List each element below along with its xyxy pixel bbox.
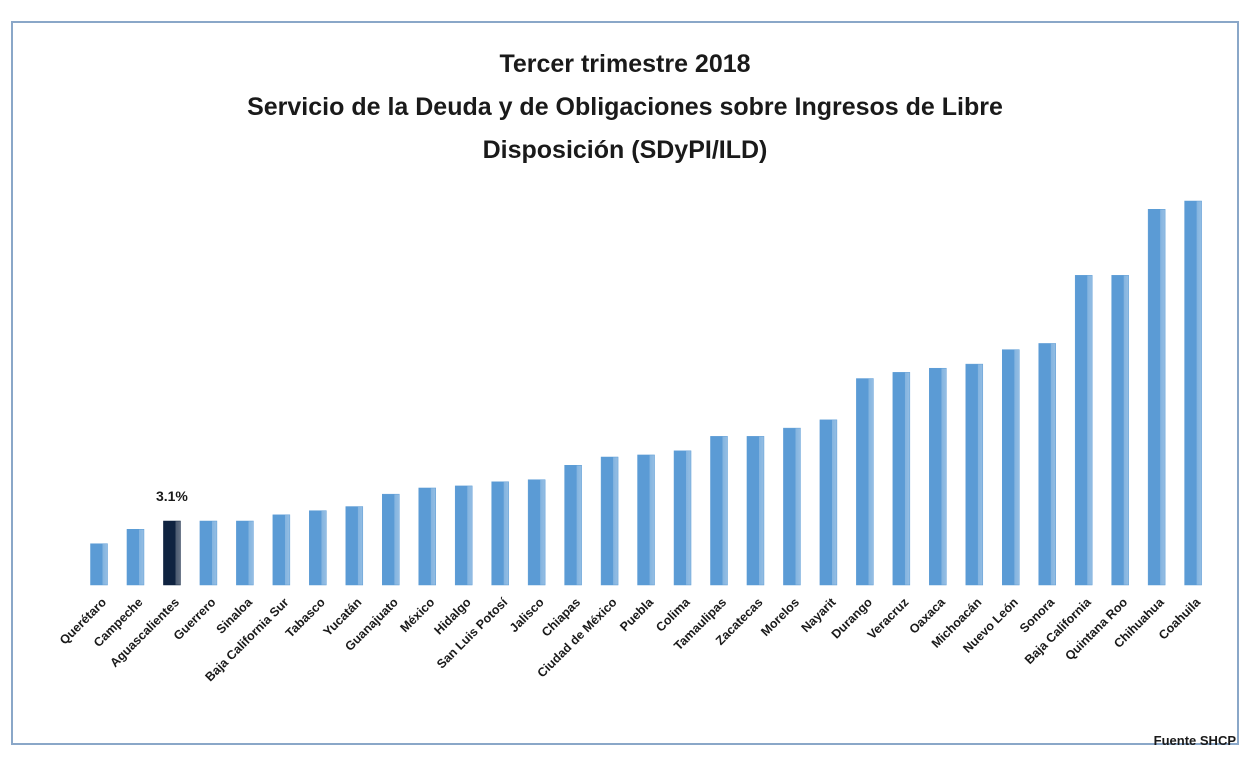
- bar: [673, 450, 692, 586]
- bar: [965, 363, 984, 586]
- bar: [199, 520, 218, 586]
- bar: [1002, 349, 1020, 586]
- bar: [783, 427, 801, 586]
- bar: [564, 465, 582, 586]
- bar: [856, 378, 874, 586]
- chart-frame: [11, 21, 1239, 745]
- bar: [637, 454, 655, 586]
- bar: [600, 456, 619, 586]
- bar: [236, 520, 254, 586]
- bar: [309, 510, 327, 586]
- chart-title: Disposición (SDyPI/ILD): [483, 136, 768, 164]
- bar: [819, 419, 838, 586]
- bar: [272, 514, 291, 586]
- bar: [929, 367, 947, 586]
- chart-title: Servicio de la Deuda y de Obligaciones s…: [247, 93, 1003, 121]
- bar: [1074, 275, 1093, 586]
- bar: [746, 436, 765, 586]
- bar: [90, 543, 108, 586]
- bar: [527, 479, 546, 586]
- bar: [1184, 200, 1202, 586]
- data-label: 3.1%: [156, 488, 188, 504]
- bar: [418, 487, 436, 586]
- bar: [1111, 275, 1129, 586]
- bar: [892, 372, 911, 586]
- bar: [163, 520, 181, 586]
- bar: [382, 493, 400, 586]
- bar: [491, 481, 509, 586]
- bar: [345, 506, 364, 586]
- bar: [454, 485, 473, 586]
- bar: [126, 529, 145, 586]
- bar: [710, 436, 728, 586]
- bar: [1147, 209, 1166, 586]
- bar: [1038, 343, 1056, 586]
- source: Fuente SHCP: [1154, 733, 1237, 748]
- chart-title: Tercer trimestre 2018: [499, 50, 750, 78]
